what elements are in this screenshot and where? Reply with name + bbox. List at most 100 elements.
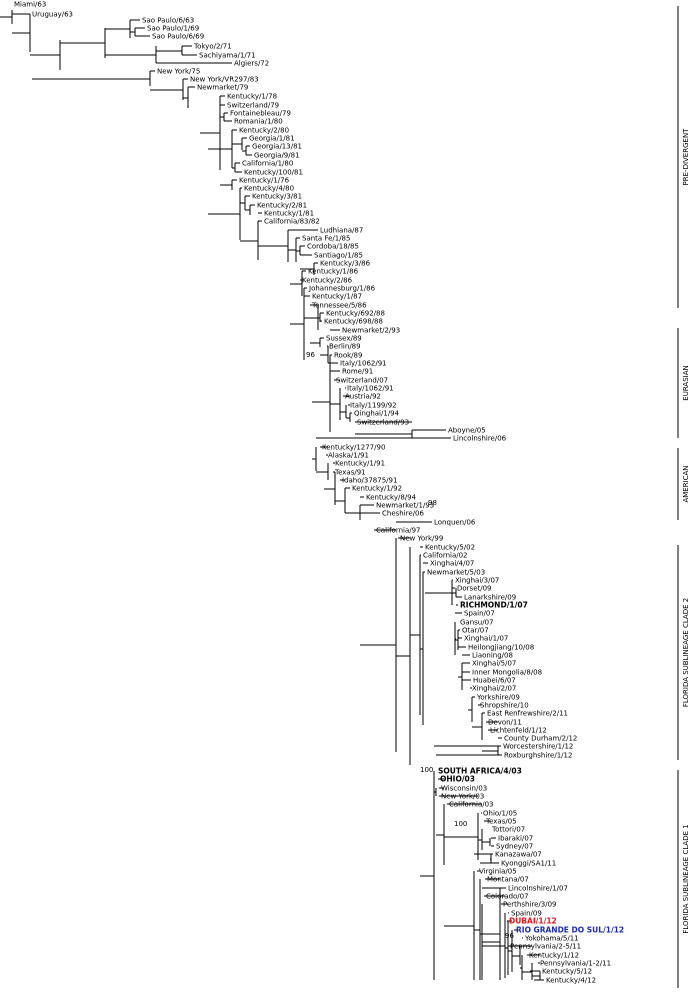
leaf-label: Devon/11 xyxy=(488,719,522,727)
leaf-label: Fontainebleau/79 xyxy=(230,110,291,118)
leaf-label: Italy/1199/92 xyxy=(350,402,397,410)
leaf-label: Inner Mongolia/8/08 xyxy=(472,669,542,677)
bootstrap-value: 100 xyxy=(454,820,467,828)
leaf-label: Idaho/37875/91 xyxy=(342,477,397,485)
leaf-label: County Durham/2/12 xyxy=(504,735,577,743)
clade-label: FLORIDA SUBLINEAGE CLADE 2 xyxy=(682,598,690,707)
leaf-label: Sachiyama/1/71 xyxy=(199,52,256,60)
clade-labels: PRE-DIVERGENT EURASIAN AMERICAN FLORIDA SUB… xyxy=(677,6,690,988)
leaf-label: Alaska/1/91 xyxy=(328,452,369,460)
leaf-label: Liaoning/08 xyxy=(472,652,513,660)
leaf-label: Georgia/1/81 xyxy=(249,135,295,143)
leaf-label: Kentucky/8/94 xyxy=(366,494,417,502)
leaf-label: Kanazawa/07 xyxy=(495,851,542,859)
leaf-label: Romania/1/80 xyxy=(234,118,283,126)
leaf-label: Kentucky/1/76 xyxy=(239,177,290,185)
leaf-label: Heilongjiang/10/08 xyxy=(468,644,534,652)
leaf-label: Kentucky/1/78 xyxy=(227,93,277,101)
bootstrap-value: 98 xyxy=(428,499,437,507)
leaf-label: Lincolnshire/06 xyxy=(453,435,507,443)
leaf-label: California/02 xyxy=(423,552,468,560)
leaf-label: Xinghai/4/07 xyxy=(430,560,474,568)
leaf-label: Gansu/07 xyxy=(460,619,494,627)
leaf-label: California/1/80 xyxy=(242,160,293,168)
leaf-label: Santiago/1/85 xyxy=(314,252,363,260)
leaf-label: Xinghai/1/07 xyxy=(464,635,508,643)
leaf-label: Ibaraki/07 xyxy=(498,835,533,843)
clade-label: EURASIAN xyxy=(682,365,690,400)
leaf-label: Spain/07 xyxy=(464,610,495,618)
leaf-label: Yorkshire/09 xyxy=(476,694,520,702)
leaf-label: Santa Fe/1/85 xyxy=(302,235,350,243)
leaf-label: Aboyne/05 xyxy=(448,427,486,435)
leaf-label: Spain/09 xyxy=(511,910,542,918)
leaf-label: Newmarket/2/93 xyxy=(342,327,400,335)
bootstrap-value: 96 xyxy=(505,932,514,940)
leaf-label: Yokohama/5/11 xyxy=(524,935,579,943)
leaf-label: Kyonggi/SA1/11 xyxy=(501,860,556,868)
leaf-label: DUBAI/1/12 xyxy=(509,917,557,926)
leaf-label: Kentucky/3/81 xyxy=(252,193,302,201)
leaf-label: Montana/07 xyxy=(487,876,529,884)
leaf-label: Italy/1062/91 xyxy=(347,385,394,393)
leaf-label: Sao Paulo/6/69 xyxy=(152,33,204,41)
leaf-label: Italy/1062/91 xyxy=(340,360,387,368)
bootstrap-labels: 96 98 100 100 96 xyxy=(306,351,514,940)
leaf-label: Kentucky/698/88 xyxy=(324,318,383,326)
leaf-label: Kentucky/692/88 xyxy=(326,310,385,318)
leaf-label: Kentucky/3/86 xyxy=(320,260,371,268)
leaf-label: Xinghai/3/07 xyxy=(455,577,499,585)
clade-label: FLORIDA SUBLINEAGE CLADE 1 xyxy=(682,824,690,933)
leaf-label: Kentucky/100/81 xyxy=(244,169,303,177)
leaf-label: Roxburghshire/1/12 xyxy=(504,752,572,760)
leaf-label: New York/99 xyxy=(400,535,443,543)
leaf-label: Virginia/05 xyxy=(479,868,517,876)
leaf-label: Kentucky/1/86 xyxy=(308,268,359,276)
bootstrap-value: 100 xyxy=(420,766,433,774)
leaf-label: Colorado/07 xyxy=(486,893,529,901)
leaf-label: Pennsylvania/1-2/11 xyxy=(540,960,611,968)
leaf-labels: Miami/63 Uruguay/63 Sao Paulo/6/63 Sao Paul… xyxy=(14,1,624,985)
leaf-label: Lanarkshire/09 xyxy=(464,594,516,602)
leaf-label: Georgia/9/81 xyxy=(254,152,300,160)
leaf-label: California/03 xyxy=(449,801,494,809)
clade-label: AMERICAN xyxy=(682,465,690,502)
leaf-label: Wisconsin/03 xyxy=(441,785,487,793)
leaf-label: Ohio/1/05 xyxy=(483,810,517,818)
leaf-label: Sydney/07 xyxy=(496,843,533,851)
leaf-label: Kentucky/5/02 xyxy=(425,544,475,552)
leaf-label: Berlin/89 xyxy=(329,343,361,351)
leaf-label: Qinghai/1/94 xyxy=(354,410,400,418)
leaf-label: Pennsylvania/2-5/11 xyxy=(510,943,581,951)
leaf-label: California/97 xyxy=(376,527,421,535)
leaf-label: Cordoba/18/85 xyxy=(307,243,359,251)
leaf-label: Newmarket/1/93 xyxy=(376,502,434,510)
leaf-label: RICHMOND/1/07 xyxy=(460,601,528,610)
bootstrap-value: 96 xyxy=(306,351,315,359)
leaf-label: East Renfrewshire/2/11 xyxy=(487,710,568,718)
leaf-label: Lichtenfeld/1/12 xyxy=(490,727,547,735)
leaf-label: Algiers/72 xyxy=(234,60,269,68)
leaf-label: Texas/91 xyxy=(334,469,366,477)
leaf-label: Texas/05 xyxy=(485,818,517,826)
leaf-label: New York/VR297/83 xyxy=(190,76,259,84)
leaf-label: Switzerland/93 xyxy=(357,419,409,427)
leaf-label: Uruguay/63 xyxy=(32,11,73,19)
leaf-label: Shropshire/10 xyxy=(480,702,529,710)
leaf-label: Kentucky/5/12 xyxy=(542,968,592,976)
leaf-label: Kentucky/4/12 xyxy=(546,977,596,985)
leaf-label: Lincolnshire/1/07 xyxy=(508,885,568,893)
leaf-label: RIO GRANDE DO SUL/1/12 xyxy=(516,926,624,935)
leaf-label: Perthshire/3/09 xyxy=(503,901,556,909)
leaf-label: Rome/91 xyxy=(342,368,373,376)
leaf-label: Newmarket/5/03 xyxy=(427,569,485,577)
leaf-label: Kentucky/1/81 xyxy=(264,210,314,218)
leaf-label: Miami/63 xyxy=(14,1,46,9)
leaf-label: Huabei/6/07 xyxy=(473,677,516,685)
leaf-label: Tennessee/5/86 xyxy=(311,302,367,310)
leaf-label: New York/03 xyxy=(441,793,484,801)
leaf-label: Switzerland/07 xyxy=(336,377,388,385)
leaf-label: Worcestershire/1/12 xyxy=(503,743,573,751)
leaf-label: Kentucky/1/87 xyxy=(312,293,362,301)
leaf-label: Sao Paulo/6/63 xyxy=(142,17,194,25)
